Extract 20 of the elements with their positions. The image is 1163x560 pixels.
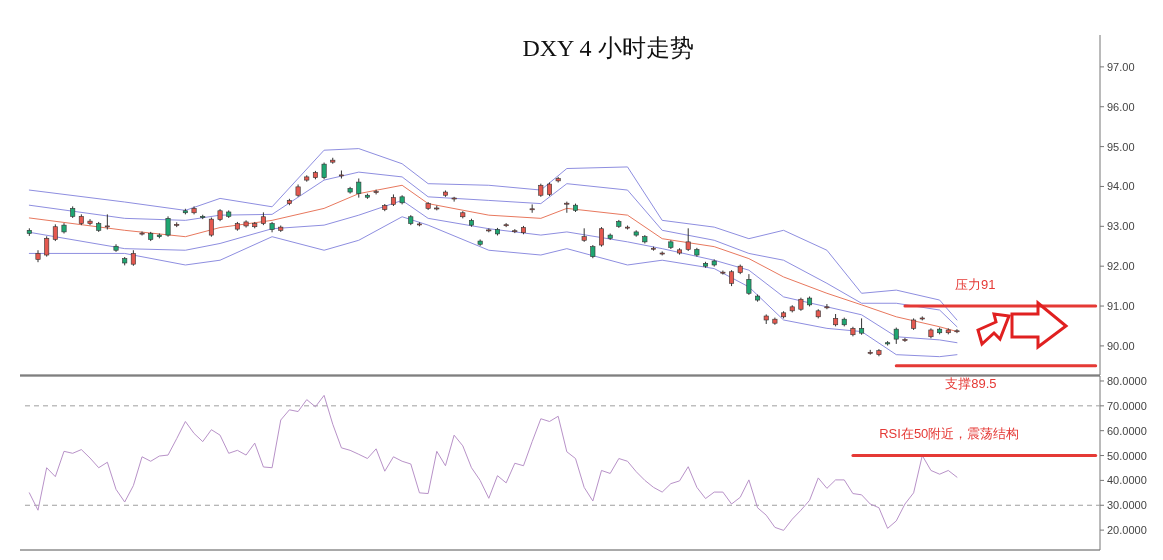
y-tick-label: 70.0000 — [1107, 399, 1147, 412]
y-tick-label: 40.0000 — [1107, 474, 1147, 487]
series-label: 压力91 — [955, 276, 996, 292]
y-tick-label: 60.0000 — [1107, 424, 1147, 437]
y-tick-label: 90.00 — [1107, 339, 1135, 352]
y-tick-label: 97.00 — [1107, 60, 1135, 73]
y-tick-label: 94.00 — [1107, 180, 1135, 193]
line-series — [28, 394, 958, 531]
y-tick-label: 30.0000 — [1107, 499, 1147, 512]
y-tick-label: 20.0000 — [1107, 524, 1147, 537]
y-tick-label: 93.00 — [1107, 220, 1135, 233]
series-label: RSI在50附近，震荡结构 — [879, 426, 1020, 442]
y-tick-label: 80.0000 — [1107, 374, 1147, 387]
y-tick-label: 96.00 — [1107, 100, 1135, 113]
series-label: 支撑89.5 — [945, 376, 997, 392]
y-tick-label: 92.00 — [1107, 260, 1135, 273]
y-tick-label: 50.0000 — [1107, 449, 1147, 462]
y-tick-label: 91.00 — [1107, 300, 1135, 313]
chart-title: DXY 4 小时走势 — [522, 35, 694, 61]
y-tick-label: 95.00 — [1107, 140, 1135, 153]
